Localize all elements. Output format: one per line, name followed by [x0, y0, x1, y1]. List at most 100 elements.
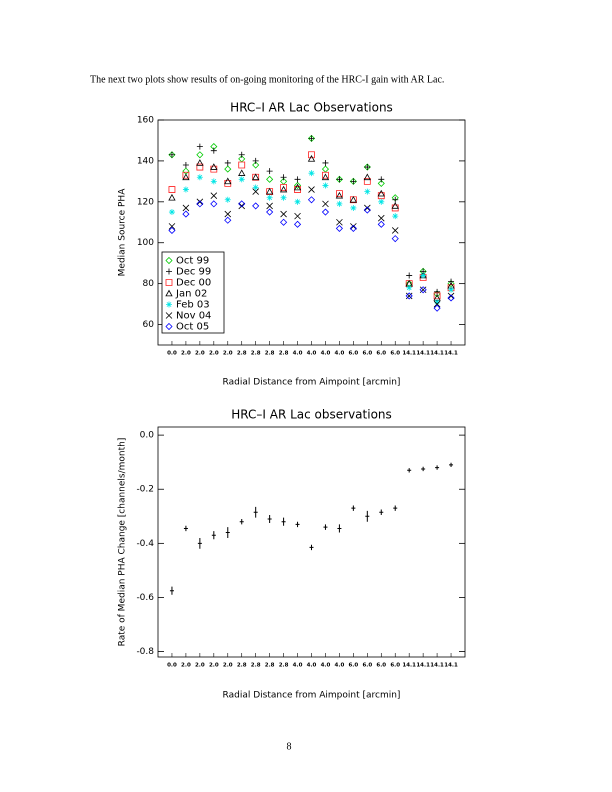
data-point: [447, 280, 455, 288]
chart-title: HRC–I AR Lac Observations: [230, 101, 393, 115]
data-point: [182, 171, 190, 179]
legend-label: Dec 99: [176, 267, 211, 278]
error-point: [365, 510, 370, 522]
data-point: [252, 184, 259, 191]
x-tick-label: 2.8: [265, 663, 275, 669]
data-point: [350, 204, 357, 211]
x-axis-label: Radial Distance from Aimpoint [arcmin]: [223, 691, 401, 701]
data-point: [405, 292, 413, 300]
data-point: [280, 194, 287, 201]
data-point: [294, 212, 301, 220]
data-point: [377, 214, 385, 222]
error-point: [351, 505, 356, 511]
legend-marker: [166, 268, 172, 275]
x-tick-label: 2.8: [279, 663, 289, 669]
x-tick-label: 2.8: [251, 663, 261, 669]
data-point: [210, 200, 218, 208]
x-tick-label: 4.0: [335, 663, 345, 669]
data-point: [322, 200, 329, 208]
data-point: [405, 280, 413, 288]
x-tick-label: 0.0: [167, 351, 177, 357]
error-point: [197, 537, 202, 549]
x-tick-label: 4.0: [321, 351, 331, 357]
data-point: [392, 213, 399, 220]
y-tick-label: -0.6: [136, 593, 154, 603]
x-tick-label: 2.0: [209, 663, 219, 669]
data-point: [168, 226, 176, 235]
data-point: [321, 208, 330, 216]
data-point: [280, 218, 288, 226]
data-point: [293, 183, 302, 191]
error-point: [239, 519, 244, 525]
data-point: [224, 165, 232, 173]
legend-box: [161, 251, 225, 334]
data-point: [321, 165, 330, 173]
legend-label: Feb 03: [176, 300, 210, 311]
data-point: [182, 162, 189, 168]
data-point: [252, 188, 259, 195]
x-tick-label: 14.1: [416, 351, 430, 357]
data-point: [252, 202, 260, 210]
data-point: [447, 294, 455, 302]
y-tick-label: -0.4: [136, 539, 154, 549]
data-point: [224, 216, 232, 224]
data-point: [349, 196, 357, 204]
y-axis-label: Median Source PHA: [118, 188, 128, 277]
data-point: [322, 171, 329, 179]
x-tick-label: 4.0: [307, 663, 317, 669]
data-point: [377, 189, 385, 197]
data-point: [434, 299, 441, 306]
data-point: [196, 163, 204, 171]
data-point: [350, 178, 357, 185]
data-point: [252, 161, 260, 169]
y-tick-label: 160: [137, 116, 154, 126]
data-point: [224, 196, 231, 203]
x-tick-label: 4.0: [293, 351, 303, 357]
data-point: [238, 200, 246, 208]
data-point: [280, 174, 287, 181]
data-point: [378, 176, 385, 183]
error-point: [421, 466, 426, 472]
error-point: [211, 531, 216, 540]
legend-marker: [165, 289, 173, 297]
data-point: [349, 195, 358, 203]
error-point: [225, 527, 230, 538]
x-tick-label: 2.0: [181, 663, 191, 669]
data-point: [406, 272, 413, 279]
data-point: [349, 177, 357, 185]
legend-marker: [165, 312, 173, 319]
data-point: [168, 186, 176, 193]
y-tick-label: 100: [137, 238, 154, 248]
data-point: [448, 278, 455, 285]
x-tick-label: 6.0: [348, 351, 358, 357]
data-point: [252, 173, 260, 181]
data-point: [433, 292, 441, 300]
data-point: [196, 143, 203, 150]
x-tick-label: 2.0: [181, 351, 191, 357]
data-point: [378, 198, 385, 205]
data-point: [294, 176, 301, 183]
error-point: [295, 521, 300, 528]
data-point: [364, 164, 371, 171]
x-tick-label: 14.1: [444, 663, 458, 669]
x-tick-label: 6.0: [362, 663, 372, 669]
data-point: [238, 161, 246, 169]
data-point: [266, 194, 273, 201]
y-axis-label: Rate of Median PHA Change [channels/mont…: [118, 438, 128, 647]
data-point: [406, 284, 413, 291]
x-tick-label: 14.1: [402, 351, 416, 357]
x-tick-label: 4.0: [307, 351, 317, 357]
x-tick-label: 14.1: [402, 663, 416, 669]
x-tick-label: 2.0: [223, 663, 233, 669]
legend-label: Oct 99: [176, 256, 209, 267]
legend-marker: [165, 279, 173, 286]
data-point: [392, 196, 399, 203]
data-point: [279, 185, 288, 193]
data-point: [322, 159, 329, 166]
data-point: [168, 151, 176, 159]
legend-marker: [165, 322, 173, 331]
data-point: [238, 169, 246, 176]
data-point: [210, 163, 218, 170]
error-point: [253, 506, 258, 518]
